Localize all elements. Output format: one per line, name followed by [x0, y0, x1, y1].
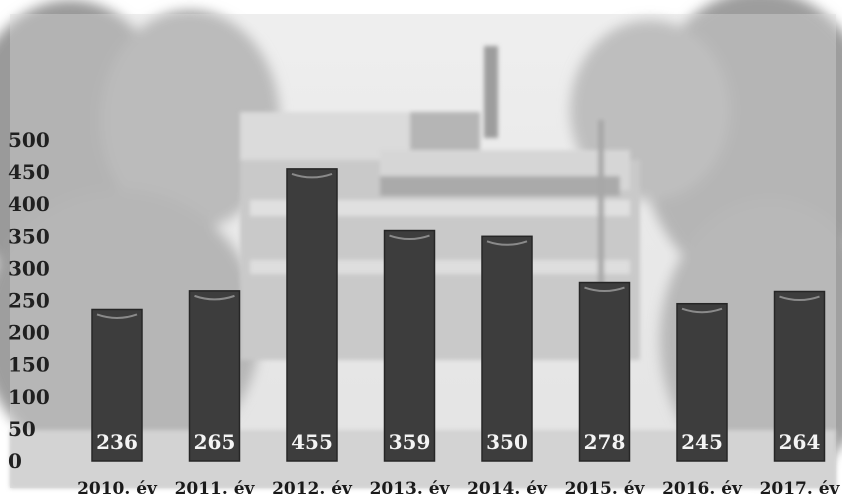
bar-value-label: 264 [779, 430, 821, 454]
bar [578, 281, 631, 462]
bar [481, 235, 533, 462]
bar [91, 308, 143, 462]
bar [676, 302, 728, 462]
bar-value-label: 245 [681, 430, 723, 454]
building-roof-shadow [410, 112, 480, 152]
y-tick-label: 350 [8, 224, 50, 248]
y-tick-label: 0 [8, 449, 22, 473]
building-windows [380, 176, 620, 196]
bars: 236 265 455 359 350 278 245 264 [91, 168, 826, 462]
bar-value-label: 236 [96, 430, 138, 454]
bar-group: 264 [773, 290, 826, 462]
bar-cap [584, 286, 625, 293]
y-axis: 0 50 100 150 200 250 300 350 400 450 500 [8, 128, 50, 473]
x-category-label: 2013. év [370, 479, 451, 499]
x-category-label: 2012. év [272, 479, 353, 499]
bar [286, 168, 338, 462]
bar-group: 278 [578, 281, 631, 462]
bar-group: 350 [481, 235, 533, 462]
building-chimney [484, 46, 498, 138]
x-axis: 2010. év 2011. év 2012. év 2013. év 2014. év… [77, 479, 840, 499]
bar-cap [486, 240, 528, 246]
y-tick-label: 500 [8, 128, 50, 152]
y-tick-label: 300 [8, 256, 50, 280]
bar-cap [96, 313, 138, 319]
bar-value-label: 359 [389, 430, 431, 454]
bar-group: 236 [91, 308, 143, 462]
bar-cap [194, 294, 235, 301]
bar-value-label: 455 [291, 430, 333, 454]
y-tick-label: 200 [8, 321, 50, 345]
x-category-label: 2017. év [760, 479, 841, 499]
bar-cap [779, 295, 820, 302]
y-tick-label: 250 [8, 289, 50, 313]
x-category-label: 2015. év [565, 479, 646, 499]
x-category-label: 2016. év [662, 479, 743, 499]
bar-value-label: 350 [486, 430, 528, 454]
bar [188, 290, 241, 462]
building-band-2 [250, 260, 630, 274]
y-tick-label: 400 [8, 192, 50, 216]
bar [773, 290, 826, 462]
y-tick-label: 150 [8, 353, 50, 377]
bar [383, 229, 436, 462]
x-category-label: 2010. év [77, 479, 158, 499]
bar-group: 359 [383, 229, 436, 462]
bar-value-label: 278 [584, 430, 626, 454]
bar-cap [681, 307, 723, 314]
y-tick-label: 450 [8, 160, 50, 184]
bar-group: 245 [676, 302, 728, 462]
lamp-post [598, 120, 604, 420]
bar-cap [389, 234, 430, 241]
x-category-label: 2014. év [467, 479, 548, 499]
building-band-1 [250, 200, 630, 216]
bar-cap [291, 172, 333, 179]
bar-value-label: 265 [194, 430, 236, 454]
x-category-label: 2011. év [175, 479, 256, 499]
bar-group: 455 [286, 168, 338, 462]
y-tick-label: 100 [8, 385, 50, 409]
tree-left-2 [100, 10, 280, 230]
y-tick-label: 50 [8, 417, 36, 441]
bar-group: 265 [188, 290, 241, 462]
